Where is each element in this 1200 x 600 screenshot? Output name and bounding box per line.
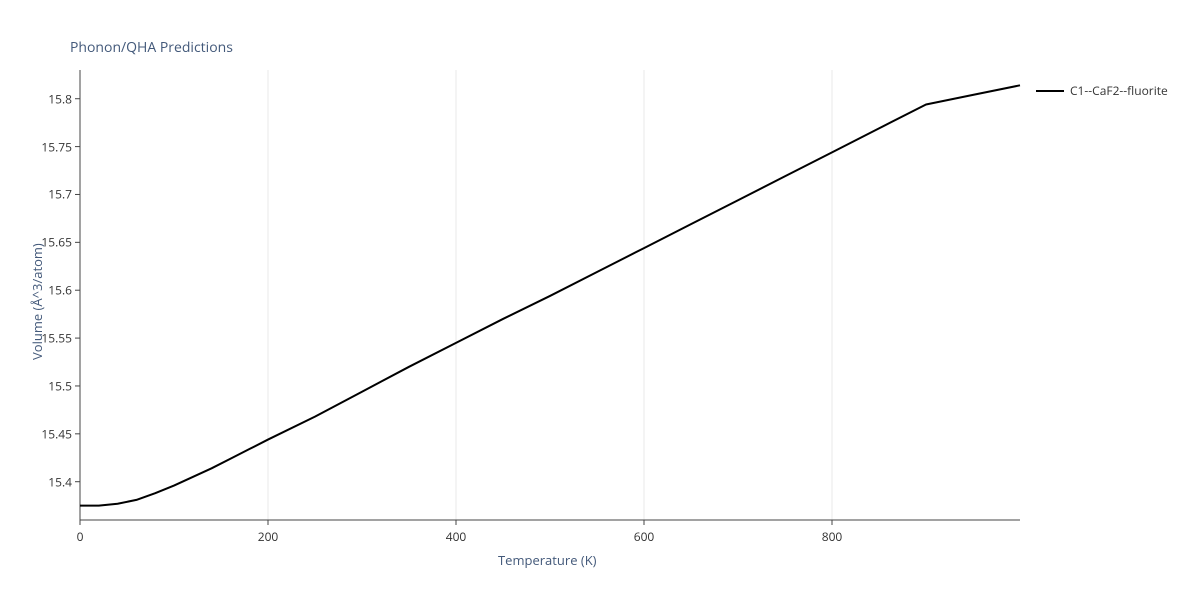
legend: C1--CaF2--fluorite bbox=[1036, 82, 1168, 99]
series-line bbox=[80, 85, 1020, 505]
y-tick-label: 15.6 bbox=[48, 282, 72, 299]
y-tick-label: 15.7 bbox=[48, 186, 72, 203]
y-tick-label: 15.4 bbox=[48, 473, 72, 490]
x-tick-label: 0 bbox=[77, 528, 84, 545]
x-tick-label: 800 bbox=[822, 528, 843, 545]
y-tick-label: 15.55 bbox=[41, 330, 72, 347]
y-tick-label: 15.45 bbox=[41, 425, 72, 442]
x-tick-label: 600 bbox=[634, 528, 655, 545]
x-tick-label: 400 bbox=[446, 528, 467, 545]
y-tick-label: 15.8 bbox=[48, 90, 72, 107]
legend-label: C1--CaF2--fluorite bbox=[1070, 82, 1168, 99]
y-tick-label: 15.75 bbox=[41, 138, 72, 155]
legend-swatch bbox=[1036, 90, 1064, 92]
x-axis-label: Temperature (K) bbox=[498, 551, 597, 569]
chart-plot-area bbox=[80, 70, 1020, 520]
y-tick-label: 15.5 bbox=[48, 377, 72, 394]
chart-container: Phonon/QHA Predictions Volume (Å^3/atom)… bbox=[0, 0, 1200, 600]
y-tick-label: 15.65 bbox=[41, 234, 72, 251]
x-tick-label: 200 bbox=[258, 528, 279, 545]
chart-title: Phonon/QHA Predictions bbox=[70, 38, 233, 57]
